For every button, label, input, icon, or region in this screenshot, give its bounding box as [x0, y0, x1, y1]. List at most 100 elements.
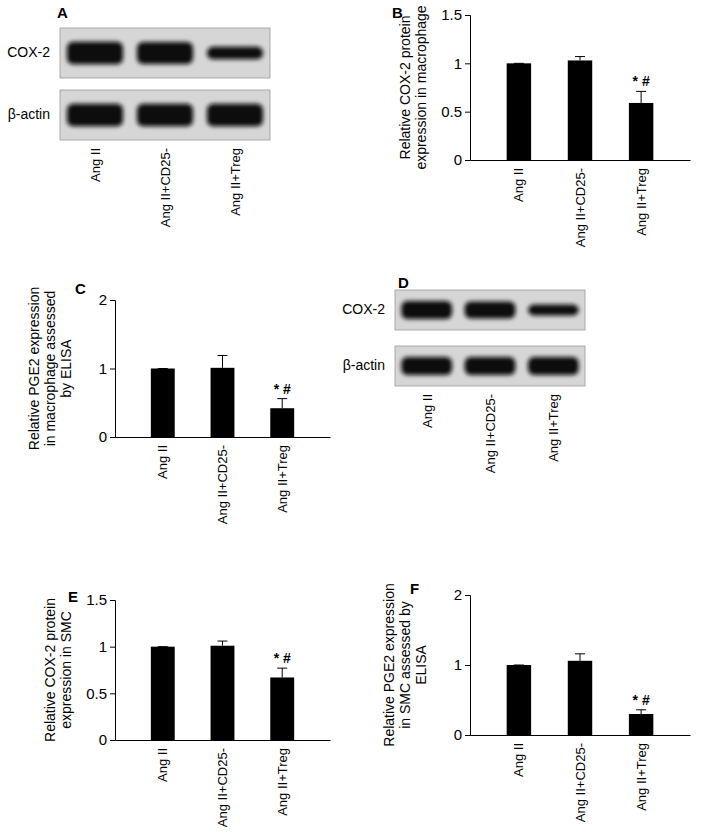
category-label: Ang II+CD25- [483, 394, 498, 473]
y-axis-title-line: expression in SMC [58, 611, 74, 729]
category-label: Ang II [155, 748, 170, 782]
y-axis-title-line: ELISA [413, 645, 429, 685]
x-tick: Ang II+CD25- [215, 437, 230, 524]
y-tick-mark [110, 437, 115, 438]
error-bar-stem [282, 668, 283, 677]
y-tick-label: 0 [99, 428, 107, 445]
annotation: * # [633, 692, 650, 708]
error-bar [575, 654, 585, 661]
error-bar-cap [514, 665, 524, 666]
y-tick-label: 2 [454, 586, 462, 603]
x-axis-line [471, 735, 691, 736]
y-axis-title: Relative COX-2 proteinexpression in macr… [397, 5, 429, 169]
category-label: Ang II+CD25- [573, 743, 588, 822]
y-tick-mark [110, 740, 115, 741]
category-label: Ang II [511, 168, 526, 202]
panel-label: A [57, 4, 68, 21]
figure: ACOX-2β-actinAng IIAng II+CD25-Ang II+Tr… [0, 0, 709, 834]
blot-background [60, 28, 270, 78]
category-label: Ang II+Treg [634, 168, 649, 236]
y-tick: 0 [454, 151, 470, 168]
y-tick: 0.5 [86, 685, 115, 702]
blot-band [528, 357, 579, 375]
y-tick-label: 1 [99, 638, 107, 655]
y-tick-label: 1 [454, 656, 462, 673]
blot-row-label: β-actin [8, 106, 50, 122]
error-bar [218, 355, 228, 367]
error-bar-stem [282, 399, 283, 409]
blot-band [401, 301, 452, 319]
y-tick-label: 0 [454, 151, 462, 168]
y-axis: 00.511.5 [441, 6, 470, 168]
bar [270, 408, 294, 437]
y-axis-line [110, 301, 116, 438]
bar [151, 647, 175, 740]
bar [151, 369, 175, 438]
blot-band [137, 42, 193, 64]
plot-area [151, 355, 294, 437]
y-axis-title: Relative PGE2 expressionin macrophage as… [26, 287, 74, 450]
plot-area [507, 654, 654, 735]
blot-background [395, 346, 585, 386]
y-tick: 1.5 [86, 591, 115, 608]
y-tick-label: 1 [454, 55, 462, 72]
error-bar [218, 641, 228, 646]
y-tick: 0 [99, 731, 115, 748]
bar [211, 368, 235, 437]
y-tick-mark [465, 112, 470, 113]
x-axis-line [116, 437, 331, 438]
x-tick: Ang II+CD25- [573, 735, 588, 822]
y-axis-line [465, 596, 471, 736]
annotation: * # [633, 73, 650, 89]
x-axis: Ang II Ang II+CD25- Ang II+Treg [471, 160, 691, 247]
category-label: Ang II+Treg [228, 148, 243, 216]
bar-panel: F 0 1 2 Ang II Ang II+CD25- Ang II+Treg Relativ… [381, 580, 691, 822]
error-bar-cap [636, 91, 646, 92]
y-axis: 0 1 2 [454, 586, 471, 743]
blot-band [207, 47, 263, 59]
y-axis-title-line: Relative PGE2 expression [381, 583, 397, 746]
y-tick-label: 0 [99, 731, 107, 748]
error-bar-stem [641, 91, 642, 103]
error-bar-cap [218, 641, 228, 642]
error-bar-cap [158, 368, 168, 369]
y-tick-mark [110, 369, 115, 370]
blot-row-label: β-actin [343, 357, 385, 373]
y-tick: 1 [454, 656, 470, 673]
category-label: Ang II+Treg [634, 743, 649, 811]
category-label: Ang II+Treg [275, 748, 290, 816]
bar [211, 646, 235, 740]
x-tick: Ang II+Treg [634, 160, 649, 236]
y-tick-label: 0 [454, 726, 462, 743]
y-tick: 0.5 [441, 103, 470, 120]
error-bar-cap [158, 646, 168, 647]
y-axis-title-line: in SMC assessed by [397, 601, 413, 729]
error-bar [277, 399, 287, 409]
error-bar [514, 63, 524, 64]
error-bar-cap [575, 56, 585, 57]
y-axis: 012 [99, 291, 116, 445]
panel-label: F [410, 580, 419, 597]
bar [270, 677, 294, 740]
y-axis-line [110, 601, 116, 741]
bar-panel: B00.511.5Ang IIAng II+CD25-Ang II+TregRe… [392, 4, 691, 247]
y-tick-mark [465, 665, 470, 666]
error-bar [636, 91, 646, 103]
y-tick-label: 2 [99, 291, 107, 308]
y-tick-mark [110, 300, 115, 301]
error-bar-cap [277, 398, 287, 399]
x-tick: Ang II+Treg [634, 735, 649, 811]
bar [568, 661, 592, 735]
bar [629, 103, 653, 160]
blot-band [528, 305, 579, 316]
x-tick: Ang II+CD25- [573, 160, 588, 247]
x-axis: Ang IIAng II+CD25-Ang II+Treg [116, 437, 331, 524]
error-bar-cap [636, 709, 646, 710]
error-bar-cap [514, 63, 524, 64]
category-label: Ang II+CD25- [573, 168, 588, 247]
y-axis-title: Relative PGE2 expressionin SMC assessed … [381, 583, 429, 746]
category-label: Ang II [511, 743, 526, 777]
blot-band [137, 104, 193, 127]
y-axis-title-line: in macrophage assessed [42, 291, 58, 447]
x-axis-line [116, 740, 331, 741]
